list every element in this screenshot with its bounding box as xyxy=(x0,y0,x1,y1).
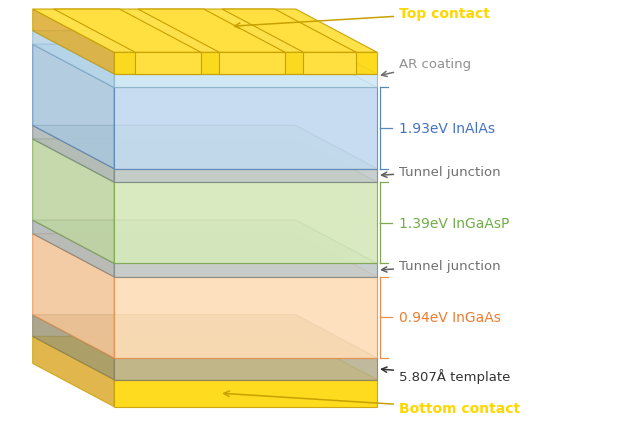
Text: 5.807Å template: 5.807Å template xyxy=(382,367,510,383)
Polygon shape xyxy=(33,140,114,264)
Polygon shape xyxy=(220,53,285,75)
Polygon shape xyxy=(303,53,356,75)
Polygon shape xyxy=(114,277,377,358)
Polygon shape xyxy=(33,315,114,380)
Polygon shape xyxy=(33,315,377,358)
Text: Tunnel junction: Tunnel junction xyxy=(382,165,501,178)
Text: AR coating: AR coating xyxy=(382,57,471,77)
Polygon shape xyxy=(114,88,377,169)
Polygon shape xyxy=(114,264,377,277)
Polygon shape xyxy=(33,337,377,380)
Polygon shape xyxy=(138,10,285,53)
Polygon shape xyxy=(33,126,114,183)
Polygon shape xyxy=(33,234,377,277)
Polygon shape xyxy=(222,10,356,53)
Polygon shape xyxy=(33,220,114,277)
Polygon shape xyxy=(114,183,377,264)
Text: Tunnel junction: Tunnel junction xyxy=(382,260,501,273)
Polygon shape xyxy=(33,126,377,169)
Polygon shape xyxy=(135,53,201,75)
Polygon shape xyxy=(114,358,377,380)
Text: 0.94eV InGaAs: 0.94eV InGaAs xyxy=(399,311,501,325)
Polygon shape xyxy=(33,10,114,75)
Polygon shape xyxy=(114,75,377,88)
Text: Bottom contact: Bottom contact xyxy=(224,391,520,415)
Polygon shape xyxy=(114,380,377,407)
Polygon shape xyxy=(33,234,114,358)
Polygon shape xyxy=(53,10,201,53)
Text: Top contact: Top contact xyxy=(235,7,490,30)
Polygon shape xyxy=(114,53,377,75)
Polygon shape xyxy=(114,169,377,183)
Polygon shape xyxy=(33,220,377,264)
Polygon shape xyxy=(33,140,377,183)
Polygon shape xyxy=(33,45,377,88)
Polygon shape xyxy=(33,45,114,169)
Polygon shape xyxy=(33,337,114,407)
Polygon shape xyxy=(33,10,377,53)
Polygon shape xyxy=(33,32,114,88)
Text: 1.93eV InAlAs: 1.93eV InAlAs xyxy=(399,122,495,136)
Text: 1.39eV InGaAsP: 1.39eV InGaAsP xyxy=(399,216,509,230)
Polygon shape xyxy=(33,32,377,75)
